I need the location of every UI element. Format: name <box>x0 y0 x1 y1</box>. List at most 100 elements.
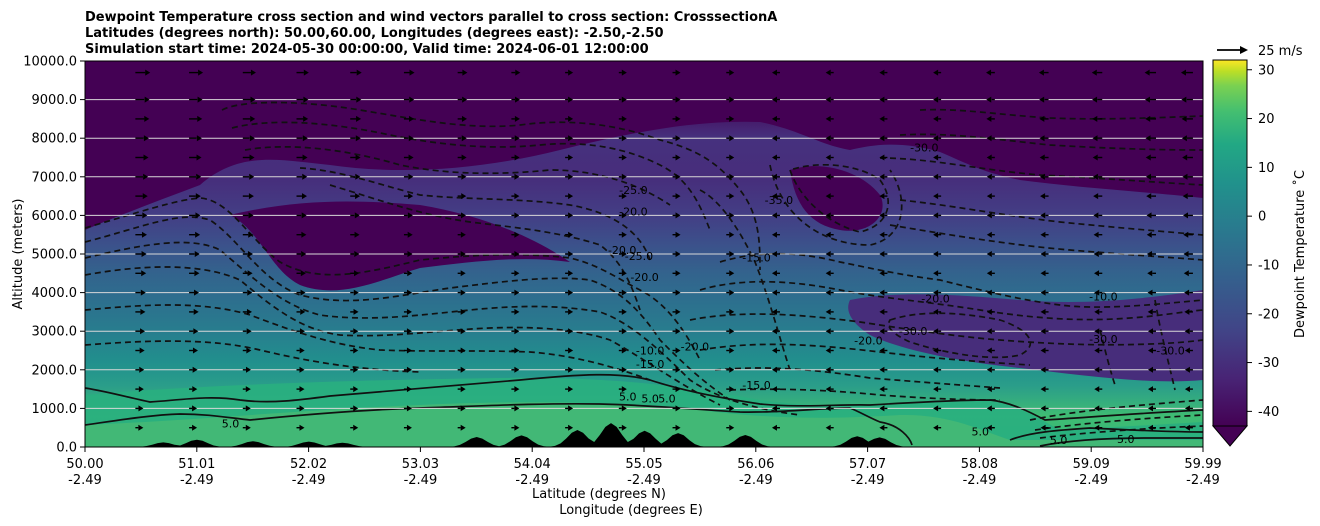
wind-vector-head-392 <box>1184 308 1190 315</box>
wind-vector-head-14 <box>139 347 145 354</box>
wind-vector-head-200 <box>675 270 681 277</box>
wind-vector-head-342 <box>1091 69 1097 76</box>
wind-vector-head-275 <box>879 251 885 257</box>
wind-vector-head-267 <box>879 96 885 103</box>
x-tick-label-lat-1: 51.01 <box>178 457 215 472</box>
wind-vector-head-394 <box>1184 347 1190 354</box>
wind-vector-head-271 <box>879 173 885 180</box>
wind-vector-head-1 <box>144 96 150 103</box>
wind-vector-head-36 <box>192 405 198 412</box>
wind-vector-head-111 <box>406 386 412 393</box>
wind-vector-head-347 <box>1092 173 1098 180</box>
wind-vector-head-340 <box>1040 405 1046 412</box>
wind-vector-head-337 <box>1040 347 1046 354</box>
wind-vector-head-237 <box>771 251 777 257</box>
y-tick-label-1: 1000.0 <box>32 402 78 417</box>
wind-vector-head-298 <box>933 328 939 335</box>
wind-vector-head-162 <box>568 270 574 277</box>
wind-vector-head-28 <box>194 251 200 257</box>
x-tick-label-lon-8: -2.49 <box>963 473 997 488</box>
wind-vector-head-339 <box>1040 386 1046 393</box>
wind-vector-head-312 <box>986 231 992 238</box>
wind-vector-head-373 <box>1147 308 1153 315</box>
wind-vector-head-276 <box>879 270 885 277</box>
x-tick-label-lat-7: 57.07 <box>849 457 886 472</box>
x-tick-label-lat-2: 52.02 <box>290 457 327 472</box>
wind-vector-head-72 <box>299 366 305 373</box>
wind-vector-head-145 <box>514 308 520 315</box>
wind-vector-head-334 <box>1040 289 1046 296</box>
contour-label-5: -10.0 <box>636 344 664 357</box>
wind-vector-head-218 <box>729 251 735 257</box>
wind-vector-head-299 <box>933 347 939 354</box>
wind-vector-head-273 <box>879 212 885 219</box>
wind-vector-head-369 <box>1146 231 1152 238</box>
wind-vector-head-379 <box>1147 424 1153 431</box>
wind-vector-head-388 <box>1183 231 1189 238</box>
wind-vector-head-239 <box>771 289 777 296</box>
wind-vector-head-66 <box>301 251 307 257</box>
wind-vector-head-119 <box>461 173 467 180</box>
wind-vector-head-290 <box>933 173 939 180</box>
colorbar-label: Dewpoint Temperature ˚C <box>1292 170 1308 338</box>
wind-vector-head-3 <box>143 135 149 142</box>
contour-label-8: -15.0 <box>742 379 770 392</box>
wind-vector-head-336 <box>1040 328 1046 335</box>
wind-vector-head-352 <box>1094 270 1100 277</box>
wind-vector-head-59 <box>303 115 309 122</box>
wind-vector-head-250 <box>825 135 831 142</box>
wind-vector-head-164 <box>568 308 574 315</box>
colorbar-bar <box>1212 59 1248 427</box>
contour-label-0: -25.0 <box>619 184 647 197</box>
wind-vector-head-21 <box>197 115 203 122</box>
wind-vector-head-366 <box>1145 173 1151 180</box>
x-tick-label-lat-8: 58.08 <box>961 457 998 472</box>
x-tick-label-lon-4: -2.49 <box>515 473 549 488</box>
x-axis-label-secondary: Longitude (degrees E) <box>559 503 703 518</box>
wind-vector-head-121 <box>461 212 467 219</box>
wind-vector-head-40 <box>250 115 256 122</box>
terrain-silhouette <box>85 423 1203 447</box>
wind-vector-head-120 <box>461 193 467 200</box>
wind-vector-head-6 <box>142 193 148 200</box>
wind-vector-head-349 <box>1093 212 1099 219</box>
wind-vector-head-371 <box>1147 270 1153 277</box>
y-tick-label-5: 5000.0 <box>32 248 78 263</box>
wind-vector-head-63 <box>301 193 307 200</box>
wind-vector-head-60 <box>302 135 308 142</box>
wind-vector-head-146 <box>514 328 520 335</box>
wind-vector-head-77 <box>356 96 362 103</box>
wind-vector-head-314 <box>986 270 992 277</box>
wind-vector-head-172 <box>621 96 627 103</box>
y-tick-label-9: 9000.0 <box>32 93 78 108</box>
wind-vector-head-208 <box>675 424 681 431</box>
wind-vector-head-362 <box>1144 96 1150 103</box>
wind-vector-head-134 <box>515 96 521 103</box>
wind-vector-head-357 <box>1094 366 1100 373</box>
x-tick-label-lat-5: 55.05 <box>625 457 662 472</box>
colorbar-tick-label-6: 20 <box>1258 112 1275 127</box>
contour-label-14: -20.0 <box>854 335 882 348</box>
wind-vector-head-69 <box>300 308 306 315</box>
x-tick-label-lat-9: 59.09 <box>1073 457 1110 472</box>
wind-vector-head-350 <box>1093 231 1099 238</box>
wind-vector-head-255 <box>825 231 831 238</box>
wind-vector-head-264 <box>825 405 831 412</box>
wind-vector-head-24 <box>196 173 202 180</box>
wind-vector-head-272 <box>879 193 885 200</box>
wind-vector-head-85 <box>354 251 360 257</box>
colorbar-tick-label-7: 30 <box>1258 63 1275 78</box>
wind-vector-head-389 <box>1183 251 1189 257</box>
wind-vector-head-263 <box>825 386 831 393</box>
wind-vector-head-84 <box>354 231 360 238</box>
wind-vector-head-107 <box>406 308 412 315</box>
wind-vector-head-269 <box>879 135 885 142</box>
wind-vector-head-325 <box>1039 115 1045 122</box>
wind-vector-head-163 <box>568 289 574 296</box>
wind-vector-head-252 <box>825 173 831 180</box>
wind-vector-head-76 <box>356 69 362 76</box>
wind-vector-head-310 <box>986 193 992 200</box>
wind-vector-head-125 <box>460 289 466 296</box>
wind-vector-head-316 <box>986 308 992 315</box>
wind-vector-head-356 <box>1094 347 1100 354</box>
